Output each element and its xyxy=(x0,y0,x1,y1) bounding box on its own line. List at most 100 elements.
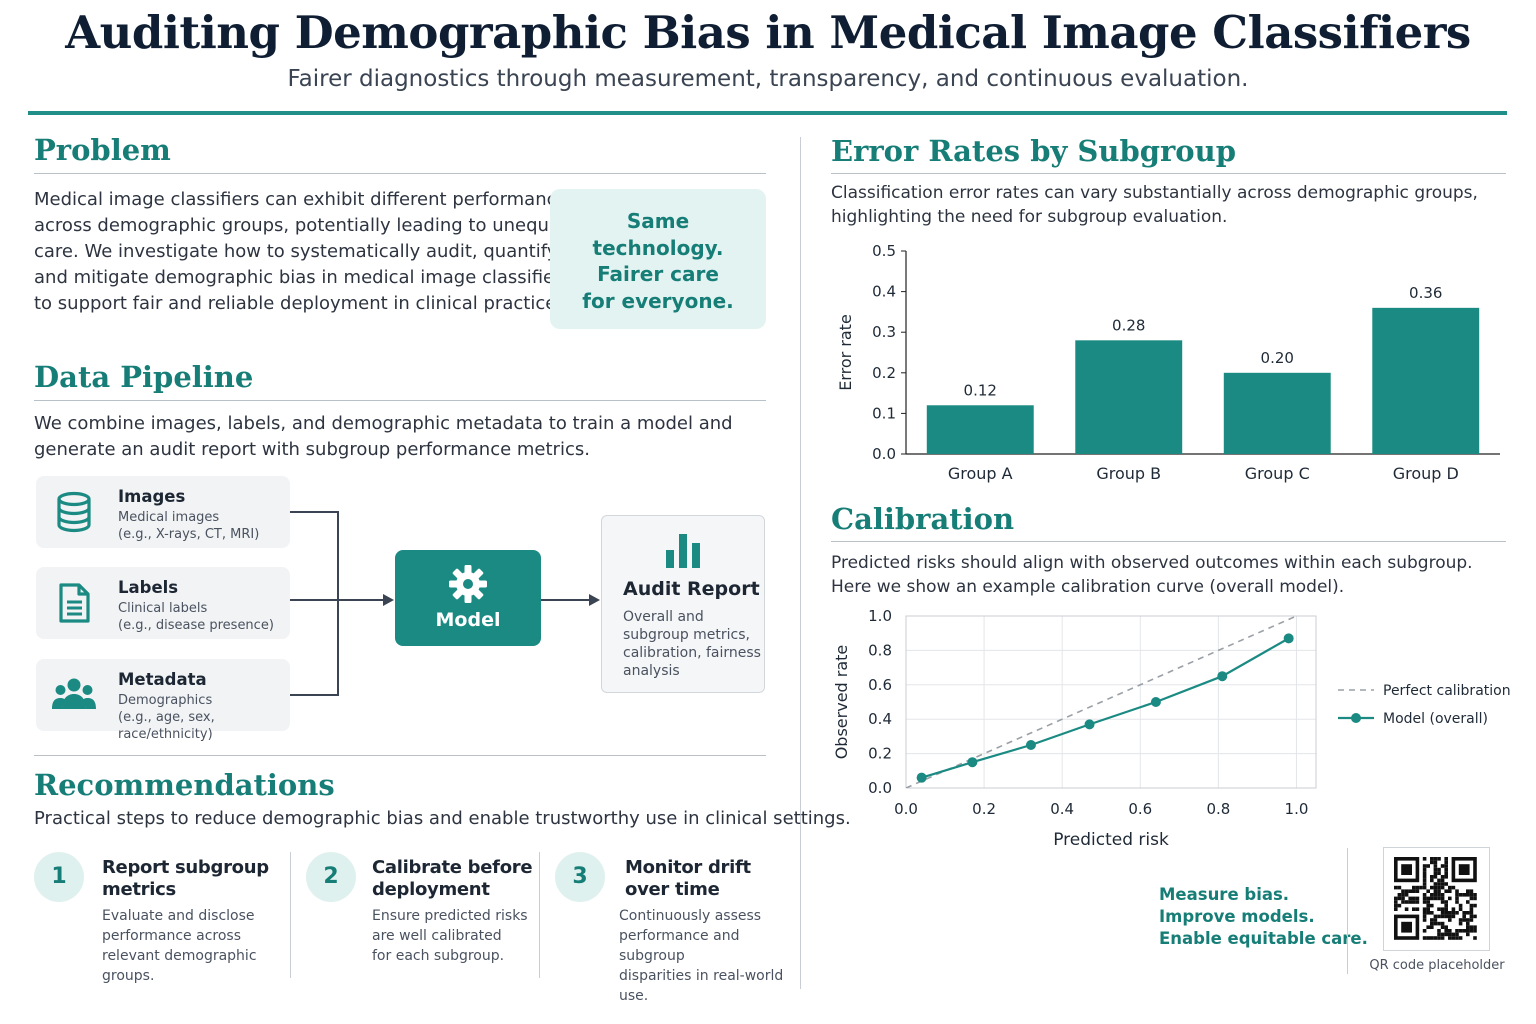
bar-value-label: 0.36 xyxy=(1409,284,1442,302)
qr-module xyxy=(1422,914,1427,919)
y-axis-label: Error rate xyxy=(836,314,855,391)
qr-module xyxy=(1440,911,1445,915)
qr-module xyxy=(1412,885,1416,890)
qr-module xyxy=(1422,857,1427,861)
qr-module xyxy=(1404,889,1409,893)
pipeline-input-images: Images Medical images (e.g., X-rays, CT,… xyxy=(36,476,290,548)
model-point xyxy=(967,757,978,768)
input-desc-line: Demographics xyxy=(118,693,213,708)
qr-module xyxy=(1466,893,1470,897)
arrow-head xyxy=(589,594,600,606)
qr-module xyxy=(1458,903,1463,908)
audit-desc-line: Overall and xyxy=(623,609,704,625)
qr-module xyxy=(1451,885,1456,890)
input-desc-line: (e.g., age, sex, race/ethnicity) xyxy=(118,710,215,742)
pipeline-line: generate an audit report with subgroup p… xyxy=(34,439,590,460)
qr-module xyxy=(1401,889,1405,893)
qr-module xyxy=(1451,911,1456,915)
qr-module xyxy=(1415,896,1420,901)
qr-module xyxy=(1455,893,1459,897)
input-title: Images xyxy=(118,487,186,506)
recommendation-divider xyxy=(539,852,540,978)
error-text-line: Classification error rates can vary subs… xyxy=(831,183,1478,203)
model-point xyxy=(1025,740,1036,750)
qr-module xyxy=(1415,900,1420,904)
qr-module xyxy=(1430,878,1434,883)
qr-module xyxy=(1448,932,1452,937)
qr-module xyxy=(1422,878,1427,883)
qr-module xyxy=(1437,893,1441,897)
x-tick-label: 0.0 xyxy=(894,800,918,818)
qr-module xyxy=(1430,860,1434,865)
qr-module xyxy=(1404,900,1409,904)
error-rates-rule xyxy=(831,173,1506,174)
step-desc-line: Evaluate and disclose xyxy=(102,908,255,924)
model-point xyxy=(1217,671,1228,682)
qr-module xyxy=(1433,864,1438,868)
qr-module xyxy=(1412,889,1416,893)
calibration-text: Predicted risks should align with observ… xyxy=(831,551,1473,599)
bar xyxy=(1372,307,1480,454)
qr-finder-core xyxy=(1401,864,1412,875)
legend-label: Model (overall) xyxy=(1383,711,1488,727)
qr-code xyxy=(1383,847,1490,951)
qr-module xyxy=(1437,929,1441,933)
pipeline-heading: Data Pipeline xyxy=(34,360,254,394)
qr-module xyxy=(1451,936,1456,940)
qr-module xyxy=(1419,885,1423,890)
qr-module xyxy=(1422,882,1427,886)
qr-module xyxy=(1430,921,1434,926)
qr-finder-core xyxy=(1458,864,1470,875)
qr-module xyxy=(1437,896,1441,901)
qr-module xyxy=(1466,911,1470,915)
qr-module xyxy=(1448,885,1452,890)
qr-module xyxy=(1444,871,1448,875)
qr-module xyxy=(1444,932,1448,937)
step-desc-line: performance and subgroup xyxy=(619,928,740,964)
step-desc: Continuously assess performance and subg… xyxy=(619,906,795,1006)
header-divider xyxy=(28,111,1507,115)
qr-module xyxy=(1408,889,1412,893)
qr-module xyxy=(1437,857,1441,861)
qr-module xyxy=(1422,885,1427,890)
qr-module xyxy=(1426,907,1430,911)
qr-module xyxy=(1397,903,1402,908)
x-tick-label: 1.0 xyxy=(1285,800,1309,818)
audit-report-box: Audit Report Overall and subgroup metric… xyxy=(601,515,765,693)
bar xyxy=(1075,340,1183,454)
qr-module xyxy=(1397,893,1402,897)
step-desc-line: Ensure predicted risks xyxy=(372,908,528,924)
qr-module xyxy=(1466,929,1470,933)
qr-module xyxy=(1430,896,1434,901)
recommendations-intro: Practical steps to reduce demographic bi… xyxy=(34,808,851,829)
step-desc-line: Continuously assess xyxy=(619,908,762,924)
document-icon xyxy=(59,583,90,623)
y-axis-label: Observed rate xyxy=(832,645,851,760)
qr-module xyxy=(1462,911,1466,915)
input-desc-line: (e.g., disease presence) xyxy=(118,618,274,633)
audit-desc-line: analysis xyxy=(623,663,680,679)
qr-module xyxy=(1426,900,1430,904)
poster-subtitle: Fairer diagnostics through measurement, … xyxy=(287,66,1249,92)
qr-module xyxy=(1444,900,1448,904)
qr-module xyxy=(1415,885,1420,890)
qr-module xyxy=(1455,929,1459,933)
model-box: Model xyxy=(395,550,541,646)
problem-line: to support fair and reliable deployment … xyxy=(34,293,563,314)
database-icon xyxy=(57,491,91,533)
pipeline-input-metadata: Metadata Demographics (e.g., age, sex, r… xyxy=(36,659,290,742)
qr-module xyxy=(1451,914,1456,919)
y-tick-label: 0.0 xyxy=(872,445,896,463)
qr-module xyxy=(1394,907,1398,911)
y-tick-label: 0.0 xyxy=(868,779,892,797)
qr-module xyxy=(1462,893,1466,897)
qr-module xyxy=(1397,896,1402,901)
y-tick-label: 0.1 xyxy=(872,404,896,422)
qr-module xyxy=(1466,921,1470,926)
qr-module xyxy=(1422,936,1427,940)
qr-module xyxy=(1444,882,1448,886)
qr-module xyxy=(1422,896,1427,901)
qr-module xyxy=(1466,918,1470,922)
audit-title: Audit Report xyxy=(623,578,760,600)
category-label: Group D xyxy=(1393,464,1459,483)
